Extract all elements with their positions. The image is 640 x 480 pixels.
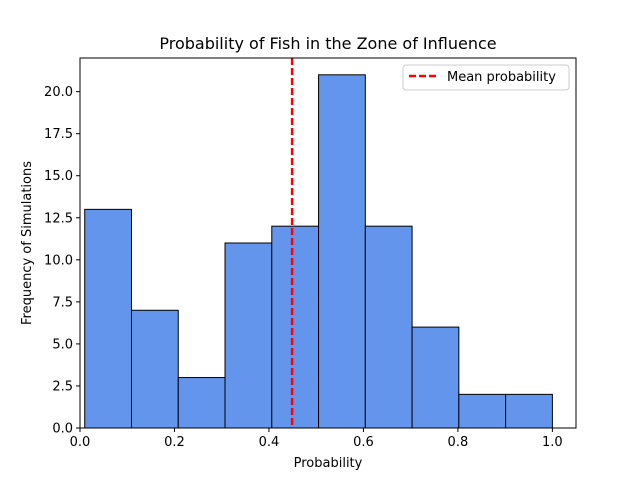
y-axis-title: Frequency of Simulations [20,161,35,325]
x-tick-label: 0.6 [353,435,374,450]
plot-frame [79,57,577,429]
y-tick-label: 17.5 [44,127,73,142]
y-tick-label: 2.5 [52,379,73,394]
histogram-bar [458,393,507,429]
y-tick-label: 7.5 [52,295,73,310]
x-tick-label: 0.2 [164,435,185,450]
x-tick-label: 1.0 [542,435,563,450]
y-tick-label: 10.0 [44,253,73,268]
legend-box [402,64,570,91]
legend-mean-line-label: Mean probability [447,70,556,85]
x-tick-label: 0.0 [70,435,91,450]
y-tick-label: 5.0 [52,337,73,352]
x-axis-title: Probability [294,456,363,471]
histogram-bar [271,225,320,429]
histogram-bar [224,242,273,429]
x-tick-label: 0.8 [448,435,469,450]
x-tick-label: 0.4 [259,435,280,450]
y-tick-label: 0.0 [52,422,73,437]
histogram-bar [364,225,413,429]
bars-group [84,74,553,429]
histogram-bar [177,377,226,429]
y-tick-label: 12.5 [44,211,73,226]
y-tick-label: 20.0 [44,85,73,100]
y-tick-label: 15.0 [44,169,73,184]
chart-title: Probability of Fish in the Zone of Influ… [159,34,496,53]
histogram-bar [411,326,460,429]
histogram-bar [318,74,366,429]
histogram-bar [505,393,553,429]
x-axis: 0.0 0.2 0.4 0.6 0.8 1.0 [70,428,563,450]
histogram-bar [130,309,179,429]
legend: Mean probability [402,64,570,91]
histogram-bar [84,208,132,429]
y-axis: 0.0 2.5 5.0 7.5 10.0 12.5 15.0 17.5 20.0 [44,85,80,437]
